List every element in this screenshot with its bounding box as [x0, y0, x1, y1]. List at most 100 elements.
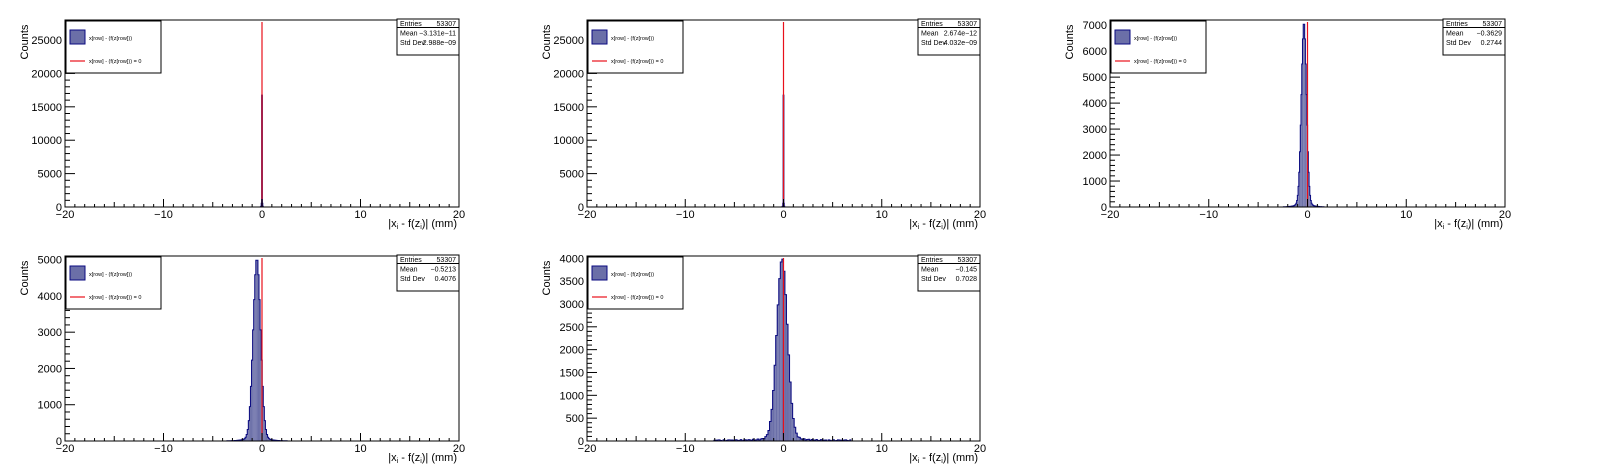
- legend-frame: [1110, 20, 1207, 74]
- legend: x[row] - (f(z[row])) x[row] - (f(z[row]))…: [587, 20, 684, 74]
- x-tick-label: 10: [354, 209, 366, 221]
- legend: x[row] - (f(z[row])) x[row] - (f(z[row]))…: [1110, 20, 1207, 74]
- y-tick-label: 15000: [31, 102, 62, 114]
- histogram-bin: [760, 439, 762, 441]
- histogram-bin: [245, 437, 247, 441]
- y-tick-label: 5000: [38, 169, 62, 181]
- y-axis-title: Counts: [541, 24, 553, 59]
- histogram-panel-5: −20 −10 0 10 20 0 500 1000 1500 2000 2500 3000 3500 4…: [541, 253, 986, 465]
- legend: x[row] - (f(z[row])) x[row] - (f(z[row]))…: [587, 256, 684, 310]
- histogram-bin: [257, 274, 260, 441]
- histogram-bin: [260, 329, 262, 441]
- histogram-bin: [808, 439, 810, 441]
- histogram-bin: [1305, 64, 1307, 207]
- stats-box: Entries 53307 Mean −3.131e−11 Std Dev2.988e−…: [396, 18, 460, 56]
- histogram-bin: [749, 439, 751, 441]
- histogram-bin: [1301, 94, 1302, 207]
- histogram-bin: [849, 439, 852, 441]
- stats-value: −0.3629: [1477, 31, 1503, 38]
- histogram-panel-2: −20 −10 0 10 20 0 5000 10000 15000 20000 25000Coun…: [541, 18, 986, 231]
- histogram-bins: [226, 259, 288, 442]
- histogram-bin: [269, 439, 271, 441]
- histogram-bin: [244, 438, 246, 441]
- y-axis-title: Counts: [19, 260, 31, 295]
- histogram-bin: [1302, 38, 1304, 208]
- x-tick-label: −20: [578, 443, 597, 455]
- legend: x[row] - (f(z[row])) x[row] - (f(z[row]))…: [65, 256, 162, 310]
- x-tick-label: 10: [876, 443, 888, 455]
- histogram-bin: [747, 439, 750, 441]
- histogram-bin: [825, 439, 827, 441]
- x-tick-label: 20: [974, 209, 986, 221]
- histogram-bin: [1312, 204, 1313, 207]
- y-tick-label: 1000: [38, 400, 62, 412]
- histogram-bin: [757, 438, 759, 441]
- stats-value: 53307: [437, 257, 457, 264]
- histogram-bin: [789, 382, 792, 441]
- legend-frame: [587, 256, 684, 310]
- y-tick-label: 25000: [31, 35, 62, 47]
- histogram-bin: [270, 439, 272, 441]
- histogram-bin: [752, 439, 755, 441]
- histogram-bin: [255, 260, 257, 441]
- histogram-panel-1: −20 −10 0 10 20 0 5000 10000 15000 20000 25000Coun…: [19, 18, 465, 231]
- x-axis-title: |xi - f(zi)| (mm): [1434, 218, 1503, 231]
- x-axis-title: |xi - f(zi)| (mm): [388, 218, 457, 231]
- legend-fill-swatch: [591, 265, 608, 281]
- stats-value: 2.674e−12: [944, 31, 977, 38]
- stats-label: Mean: [1446, 31, 1464, 38]
- histogram-bin: [254, 274, 256, 441]
- histogram-bin: [271, 439, 273, 441]
- y-tick-label: 0: [56, 202, 62, 214]
- y-tick-label: 5000: [560, 169, 584, 181]
- histogram-bin: [828, 439, 830, 441]
- y-tick-label: 7000: [1083, 20, 1107, 32]
- histogram-bin: [247, 429, 249, 441]
- x-tick-label: 0: [259, 209, 265, 221]
- stats-value: −3.131e−11: [419, 31, 456, 38]
- histogram-bin: [766, 434, 768, 441]
- y-tick-label: 2000: [38, 363, 62, 375]
- histogram-bin: [794, 427, 796, 441]
- histogram-bin: [806, 439, 809, 441]
- histogram-bin: [786, 324, 789, 441]
- stats-value: 53307: [437, 21, 457, 28]
- histogram-bin: [771, 409, 773, 441]
- histogram-bin: [248, 420, 250, 441]
- histogram-bin: [1295, 203, 1297, 207]
- x-axis: −20 −10 0 10 20: [578, 199, 986, 221]
- legend-entry-histogram: x[row] - (f(z[row])): [89, 36, 132, 42]
- histogram-panel-4: −20 −10 0 10 20 0 1000 2000 3000 4000 5000 Counts |x…: [19, 254, 465, 465]
- y-tick-label: 3000: [1083, 124, 1107, 136]
- stats-value: 2.988e−09: [423, 40, 456, 47]
- x-axis: −20 −10 0 10 20: [1101, 199, 1511, 221]
- x-tick-label: −10: [154, 209, 173, 221]
- stats-box: Entries 53307 Mean −0.145 Std Dev 0.7028: [917, 254, 981, 292]
- legend-entry-histogram: x[row] - (f(z[row])): [611, 36, 654, 42]
- histogram-bin: [1298, 172, 1300, 207]
- stats-label: Std Dev: [400, 276, 425, 283]
- histogram-bin: [1303, 24, 1304, 208]
- y-tick-label: 500: [566, 413, 584, 425]
- histogram-bin: [798, 437, 801, 441]
- y-tick-label: 25000: [553, 35, 584, 47]
- histogram-bin: [727, 439, 730, 441]
- histogram-bin: [1299, 151, 1301, 207]
- histogram-bin: [264, 420, 266, 441]
- stats-label: Std Dev: [1446, 40, 1471, 47]
- stats-frame: [917, 18, 981, 56]
- stats-frame: [396, 254, 460, 292]
- y-tick-label: 0: [578, 436, 584, 448]
- histogram-bin: [777, 304, 779, 441]
- histogram-bin: [805, 439, 807, 441]
- x-axis: −20 −10 0 10 20: [56, 199, 465, 221]
- stats-label: Std Dev: [400, 40, 425, 47]
- histogram-bin: [761, 438, 764, 441]
- legend-entry-zero-line: x[row] - (f(z[row])) = 0: [89, 295, 141, 301]
- histogram-bin: [1306, 94, 1307, 207]
- histogram-bin: [769, 421, 772, 441]
- legend-entry-zero-line: x[row] - (f(z[row])) = 0: [611, 295, 663, 301]
- x-axis-title: |xi - f(zi)| (mm): [388, 452, 457, 465]
- y-tick-label: 0: [578, 202, 584, 214]
- histogram-bin: [803, 438, 806, 441]
